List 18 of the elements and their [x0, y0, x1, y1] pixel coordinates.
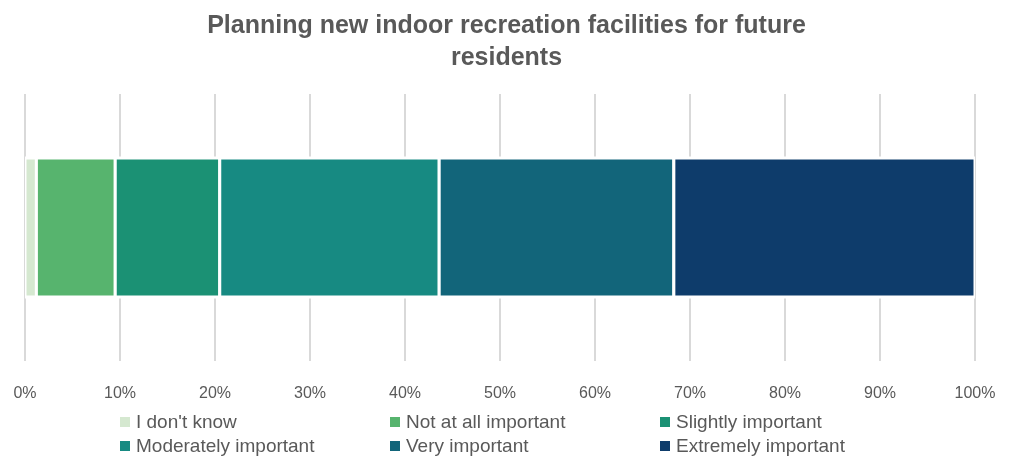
legend-label: Very important	[406, 435, 529, 457]
legend-label: Moderately important	[136, 435, 315, 457]
chart-title: Planning new indoor recreation facilities for future residents	[206, 9, 807, 72]
x-tick-label: 90%	[863, 384, 897, 402]
x-tick-label: 50%	[483, 384, 517, 402]
x-tick-label: 0%	[13, 384, 37, 402]
legend-label: I don't know	[136, 411, 237, 433]
x-tick-label: 20%	[198, 384, 232, 402]
x-tick-label: 30%	[293, 384, 327, 402]
x-tick-label: 70%	[673, 384, 707, 402]
x-tick-label: 40%	[388, 384, 422, 402]
x-tick-label: 100%	[954, 384, 996, 402]
legend-label: Not at all important	[406, 411, 566, 433]
legend-label: Slightly important	[676, 411, 822, 433]
legend-label: Extremely important	[676, 435, 845, 457]
x-tick-label: 60%	[578, 384, 612, 402]
x-tick-label: 10%	[103, 384, 137, 402]
x-tick-label: 80%	[768, 384, 802, 402]
